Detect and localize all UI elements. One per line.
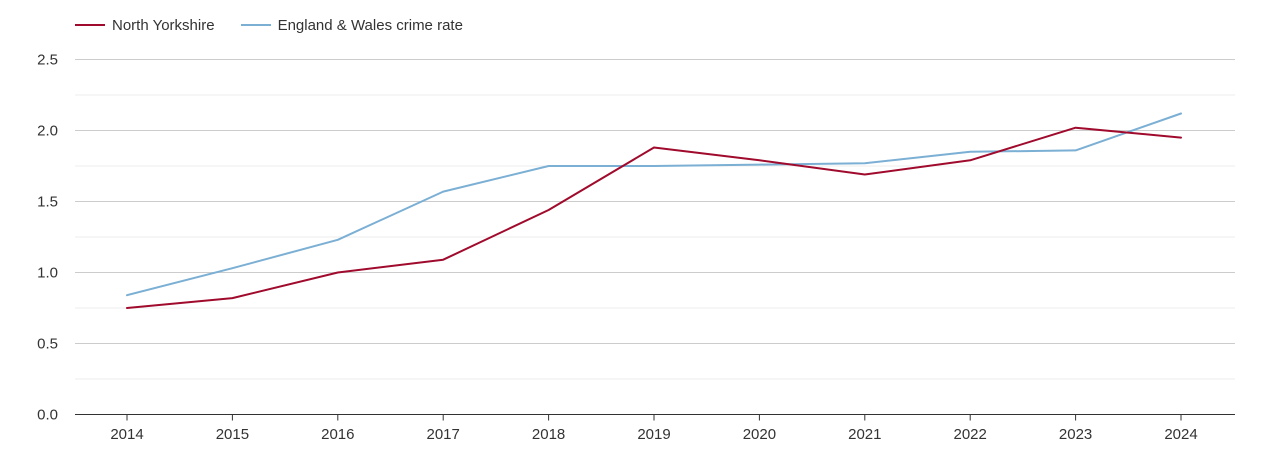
y-tick-label: 0.5: [37, 336, 58, 353]
x-tick-label: 2015: [216, 426, 249, 443]
x-tick-label: 2023: [1059, 426, 1092, 443]
series-lines: [126, 112, 1182, 309]
x-tick-label: 2020: [743, 426, 776, 443]
legend-swatch-north-yorkshire: [75, 24, 105, 26]
legend-label-north-yorkshire: North Yorkshire: [112, 16, 215, 34]
x-tick-label: 2021: [848, 426, 881, 443]
legend-swatch-england-wales: [240, 24, 271, 26]
y-tick-label: 0.0: [37, 407, 58, 424]
legend-item-england-wales: England & Wales crime rate: [240, 16, 463, 34]
series-line-north-yorkshire: [126, 126, 1182, 309]
x-tick-label: 2022: [954, 426, 987, 443]
x-tick-label: 2018: [532, 426, 565, 443]
legend-item-north-yorkshire: North Yorkshire: [75, 17, 215, 34]
x-tick-label: 2014: [110, 426, 143, 443]
legend-label-england-wales: England & Wales crime rate: [277, 16, 463, 34]
x-tick-label: 2016: [321, 426, 354, 443]
series-line-england-wales: [126, 112, 1182, 297]
grid-lines: [75, 59, 1235, 380]
y-tick-label: 1.0: [37, 265, 58, 282]
x-tick-label: 2024: [1164, 426, 1197, 443]
x-tick-label: 2019: [637, 426, 670, 443]
y-tick-label: 2.0: [37, 123, 58, 140]
y-tick-label: 2.5: [37, 52, 58, 69]
legend: North Yorkshire England & Wales crime ra…: [75, 14, 489, 36]
y-tick-label: 1.5: [37, 194, 58, 211]
axes: 0.0 0.5 1.0 1.5 2.0 2.5 2014 2015 2016 2017 2018 20…: [37, 52, 1235, 443]
x-tick-label: 2017: [427, 426, 460, 443]
